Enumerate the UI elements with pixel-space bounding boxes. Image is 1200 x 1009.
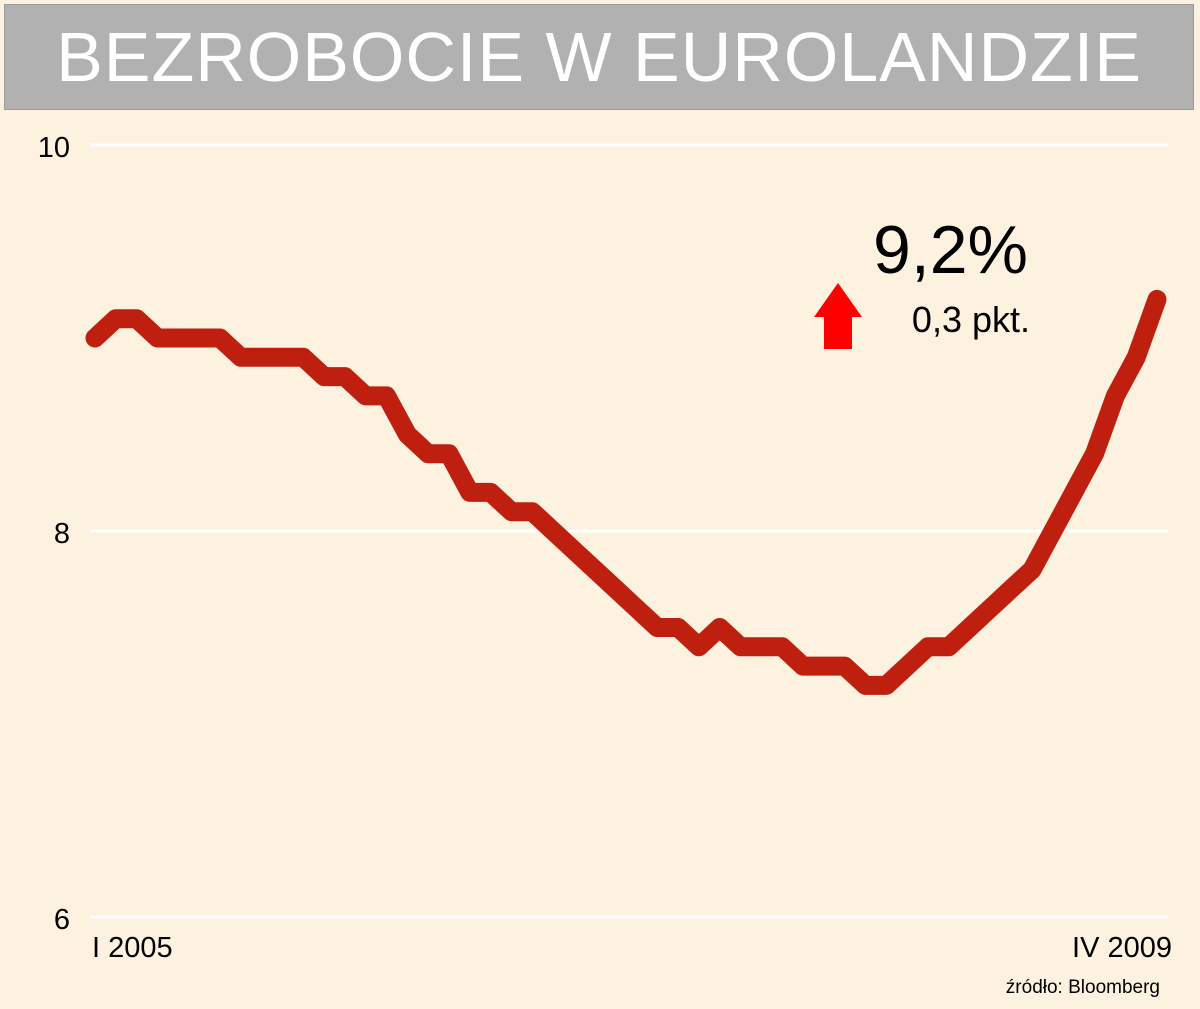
- y-axis-ticks: 6 8 10: [38, 132, 70, 936]
- x-end-label: IV 2009: [1072, 932, 1172, 964]
- gridlines: [90, 143, 1168, 919]
- chart-title: BEZROBOCIE W EUROLANDZIE: [56, 18, 1142, 96]
- source-label: źródło: Bloomberg: [1006, 977, 1160, 998]
- latest-value-label: 9,2%: [873, 212, 1028, 288]
- up-arrow-icon: [814, 283, 862, 349]
- y-tick-label-8: 8: [54, 518, 70, 550]
- title-bar: BEZROBOCIE W EUROLANDZIE: [4, 4, 1194, 110]
- change-label: 0,3 pkt.: [912, 299, 1030, 340]
- x-start-label: I 2005: [92, 932, 173, 964]
- y-tick-label-10: 10: [38, 132, 70, 164]
- y-tick-label-6: 6: [54, 904, 70, 936]
- series-line-0: [85, 289, 1167, 695]
- series-layer: [85, 289, 1167, 695]
